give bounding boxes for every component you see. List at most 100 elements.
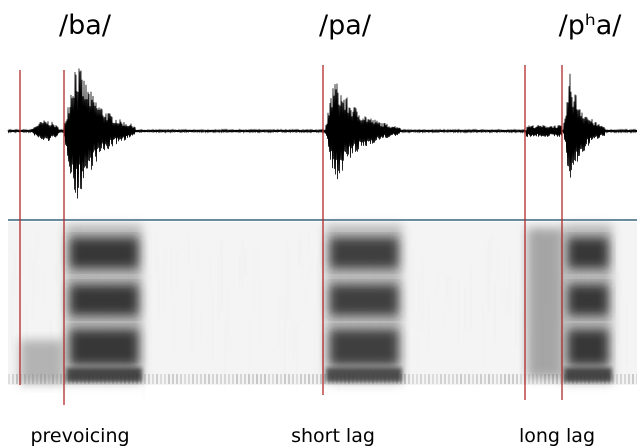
spectrogram-patch bbox=[330, 330, 398, 365]
spectrogram-patch bbox=[488, 239, 490, 310]
spectrogram-patch bbox=[470, 265, 472, 329]
spectrogram-patch bbox=[160, 374, 162, 384]
spectrogram-patch bbox=[568, 285, 608, 315]
spectrogram-patch bbox=[56, 260, 58, 284]
spectrogram-patch bbox=[281, 296, 283, 363]
spectrogram-patch bbox=[635, 292, 637, 367]
spectrogram-patch bbox=[16, 374, 18, 384]
spectrogram-patch bbox=[236, 374, 238, 384]
spectrogram-patch bbox=[552, 374, 554, 384]
spectrogram-patch bbox=[299, 234, 301, 268]
spectrogram-patch bbox=[232, 374, 234, 384]
spectrogram-patch bbox=[254, 250, 256, 310]
spectrogram-patch bbox=[500, 374, 502, 384]
spectrogram-patch bbox=[316, 374, 318, 384]
spectrogram-patch bbox=[320, 374, 322, 384]
syllable-title: /ba/ bbox=[59, 10, 112, 41]
spectrogram-patch bbox=[292, 374, 294, 384]
spectrogram-patch bbox=[484, 374, 486, 384]
spectrogram-patch bbox=[53, 317, 55, 362]
spectrogram-patch bbox=[330, 238, 398, 268]
spectrogram-patch bbox=[8, 284, 10, 357]
spectrogram-patch bbox=[221, 238, 223, 312]
spectrogram-patch bbox=[503, 280, 505, 307]
spectrogram-patch bbox=[173, 297, 175, 355]
spectrogram-patch bbox=[266, 286, 268, 323]
spectrogram-patch bbox=[564, 368, 612, 382]
spectrogram-patch bbox=[65, 245, 67, 314]
spectrogram-patch bbox=[521, 314, 523, 359]
spectrogram-patch bbox=[544, 374, 546, 384]
spectrogram-patch bbox=[300, 374, 302, 384]
spectrogram-patch bbox=[276, 374, 278, 384]
spectrogram-patch bbox=[179, 234, 181, 261]
spectrogram-patch bbox=[425, 295, 427, 347]
spectrogram-patch bbox=[512, 232, 514, 273]
spectrogram-patch bbox=[212, 291, 214, 360]
spectrogram-patch bbox=[272, 294, 274, 341]
spectrogram-patch bbox=[256, 374, 258, 384]
spectrogram-patch bbox=[208, 374, 210, 384]
spectrogram-patch bbox=[240, 374, 242, 384]
spectrogram-patch bbox=[206, 309, 208, 348]
spectrogram-patch bbox=[197, 245, 199, 278]
spectrogram-patch bbox=[491, 233, 493, 274]
spectrogram-patch bbox=[520, 374, 522, 384]
spectrogram-patch bbox=[161, 230, 163, 298]
spectrogram-patch bbox=[216, 374, 218, 384]
spectrogram-patch bbox=[532, 374, 534, 384]
spectrogram-patch bbox=[455, 324, 457, 388]
spectrogram-patch bbox=[268, 374, 270, 384]
spectrogram-patch bbox=[158, 256, 160, 319]
spectrogram-patch bbox=[196, 374, 198, 384]
spectrogram-patch bbox=[527, 228, 563, 378]
spectrogram-patch bbox=[444, 374, 446, 384]
spectrogram-patch bbox=[280, 374, 282, 384]
spectrogram-patch bbox=[480, 374, 482, 384]
spectrogram-patch bbox=[419, 273, 421, 333]
spectrogram-patch bbox=[479, 307, 481, 382]
spectrogram-patch bbox=[428, 374, 430, 384]
spectrogram-patch bbox=[440, 313, 442, 340]
spectrogram-patch bbox=[620, 374, 622, 384]
spectrogram-patch bbox=[278, 297, 280, 348]
spectrogram-patch bbox=[556, 374, 558, 384]
spectrogram-patch bbox=[284, 295, 286, 374]
spectrogram-patch bbox=[632, 315, 634, 345]
spectrogram-patch bbox=[192, 374, 194, 384]
spectrogram-patch bbox=[330, 285, 398, 315]
spectrogram-patch bbox=[476, 289, 478, 361]
spectrogram-patch bbox=[288, 374, 290, 384]
spectrogram-patch bbox=[326, 368, 402, 382]
spectrogram-patch bbox=[612, 374, 614, 384]
spectrogram-patch bbox=[628, 374, 630, 384]
spectrogram-patch bbox=[228, 374, 230, 384]
spectrogram-patch bbox=[245, 246, 247, 278]
spectrogram-patch bbox=[227, 292, 229, 352]
spectrogram-patch bbox=[204, 374, 206, 384]
spectrogram-patch bbox=[218, 248, 220, 323]
spectrogram-patch bbox=[260, 374, 262, 384]
spectrogram-patch bbox=[431, 318, 433, 369]
spectrogram-patch bbox=[472, 374, 474, 384]
spectrogram-patch bbox=[568, 330, 608, 365]
spectrogram-patch bbox=[509, 258, 511, 316]
spectrogram-patch bbox=[482, 303, 484, 370]
spectrogram-patch bbox=[236, 277, 238, 314]
spectrogram-patch bbox=[209, 257, 211, 291]
spectrogram-patch bbox=[506, 288, 508, 316]
spectrogram-patch bbox=[410, 232, 412, 312]
spectrogram-patch bbox=[215, 228, 217, 255]
spectrogram-patch bbox=[560, 374, 562, 384]
spectrogram-patch bbox=[616, 374, 618, 384]
spectrogram-patch bbox=[508, 374, 510, 384]
spectrogram-patch bbox=[257, 246, 259, 283]
spectrogram-patch bbox=[461, 324, 463, 395]
spectrogram-patch bbox=[20, 287, 22, 343]
spectrogram-patch bbox=[203, 295, 205, 348]
spectrogram-patch bbox=[284, 374, 286, 384]
spectrogram-patch bbox=[302, 261, 304, 282]
spectrogram-patch bbox=[408, 374, 410, 384]
spectrogram-patch bbox=[263, 227, 265, 293]
spectrogram-patch bbox=[148, 374, 150, 384]
